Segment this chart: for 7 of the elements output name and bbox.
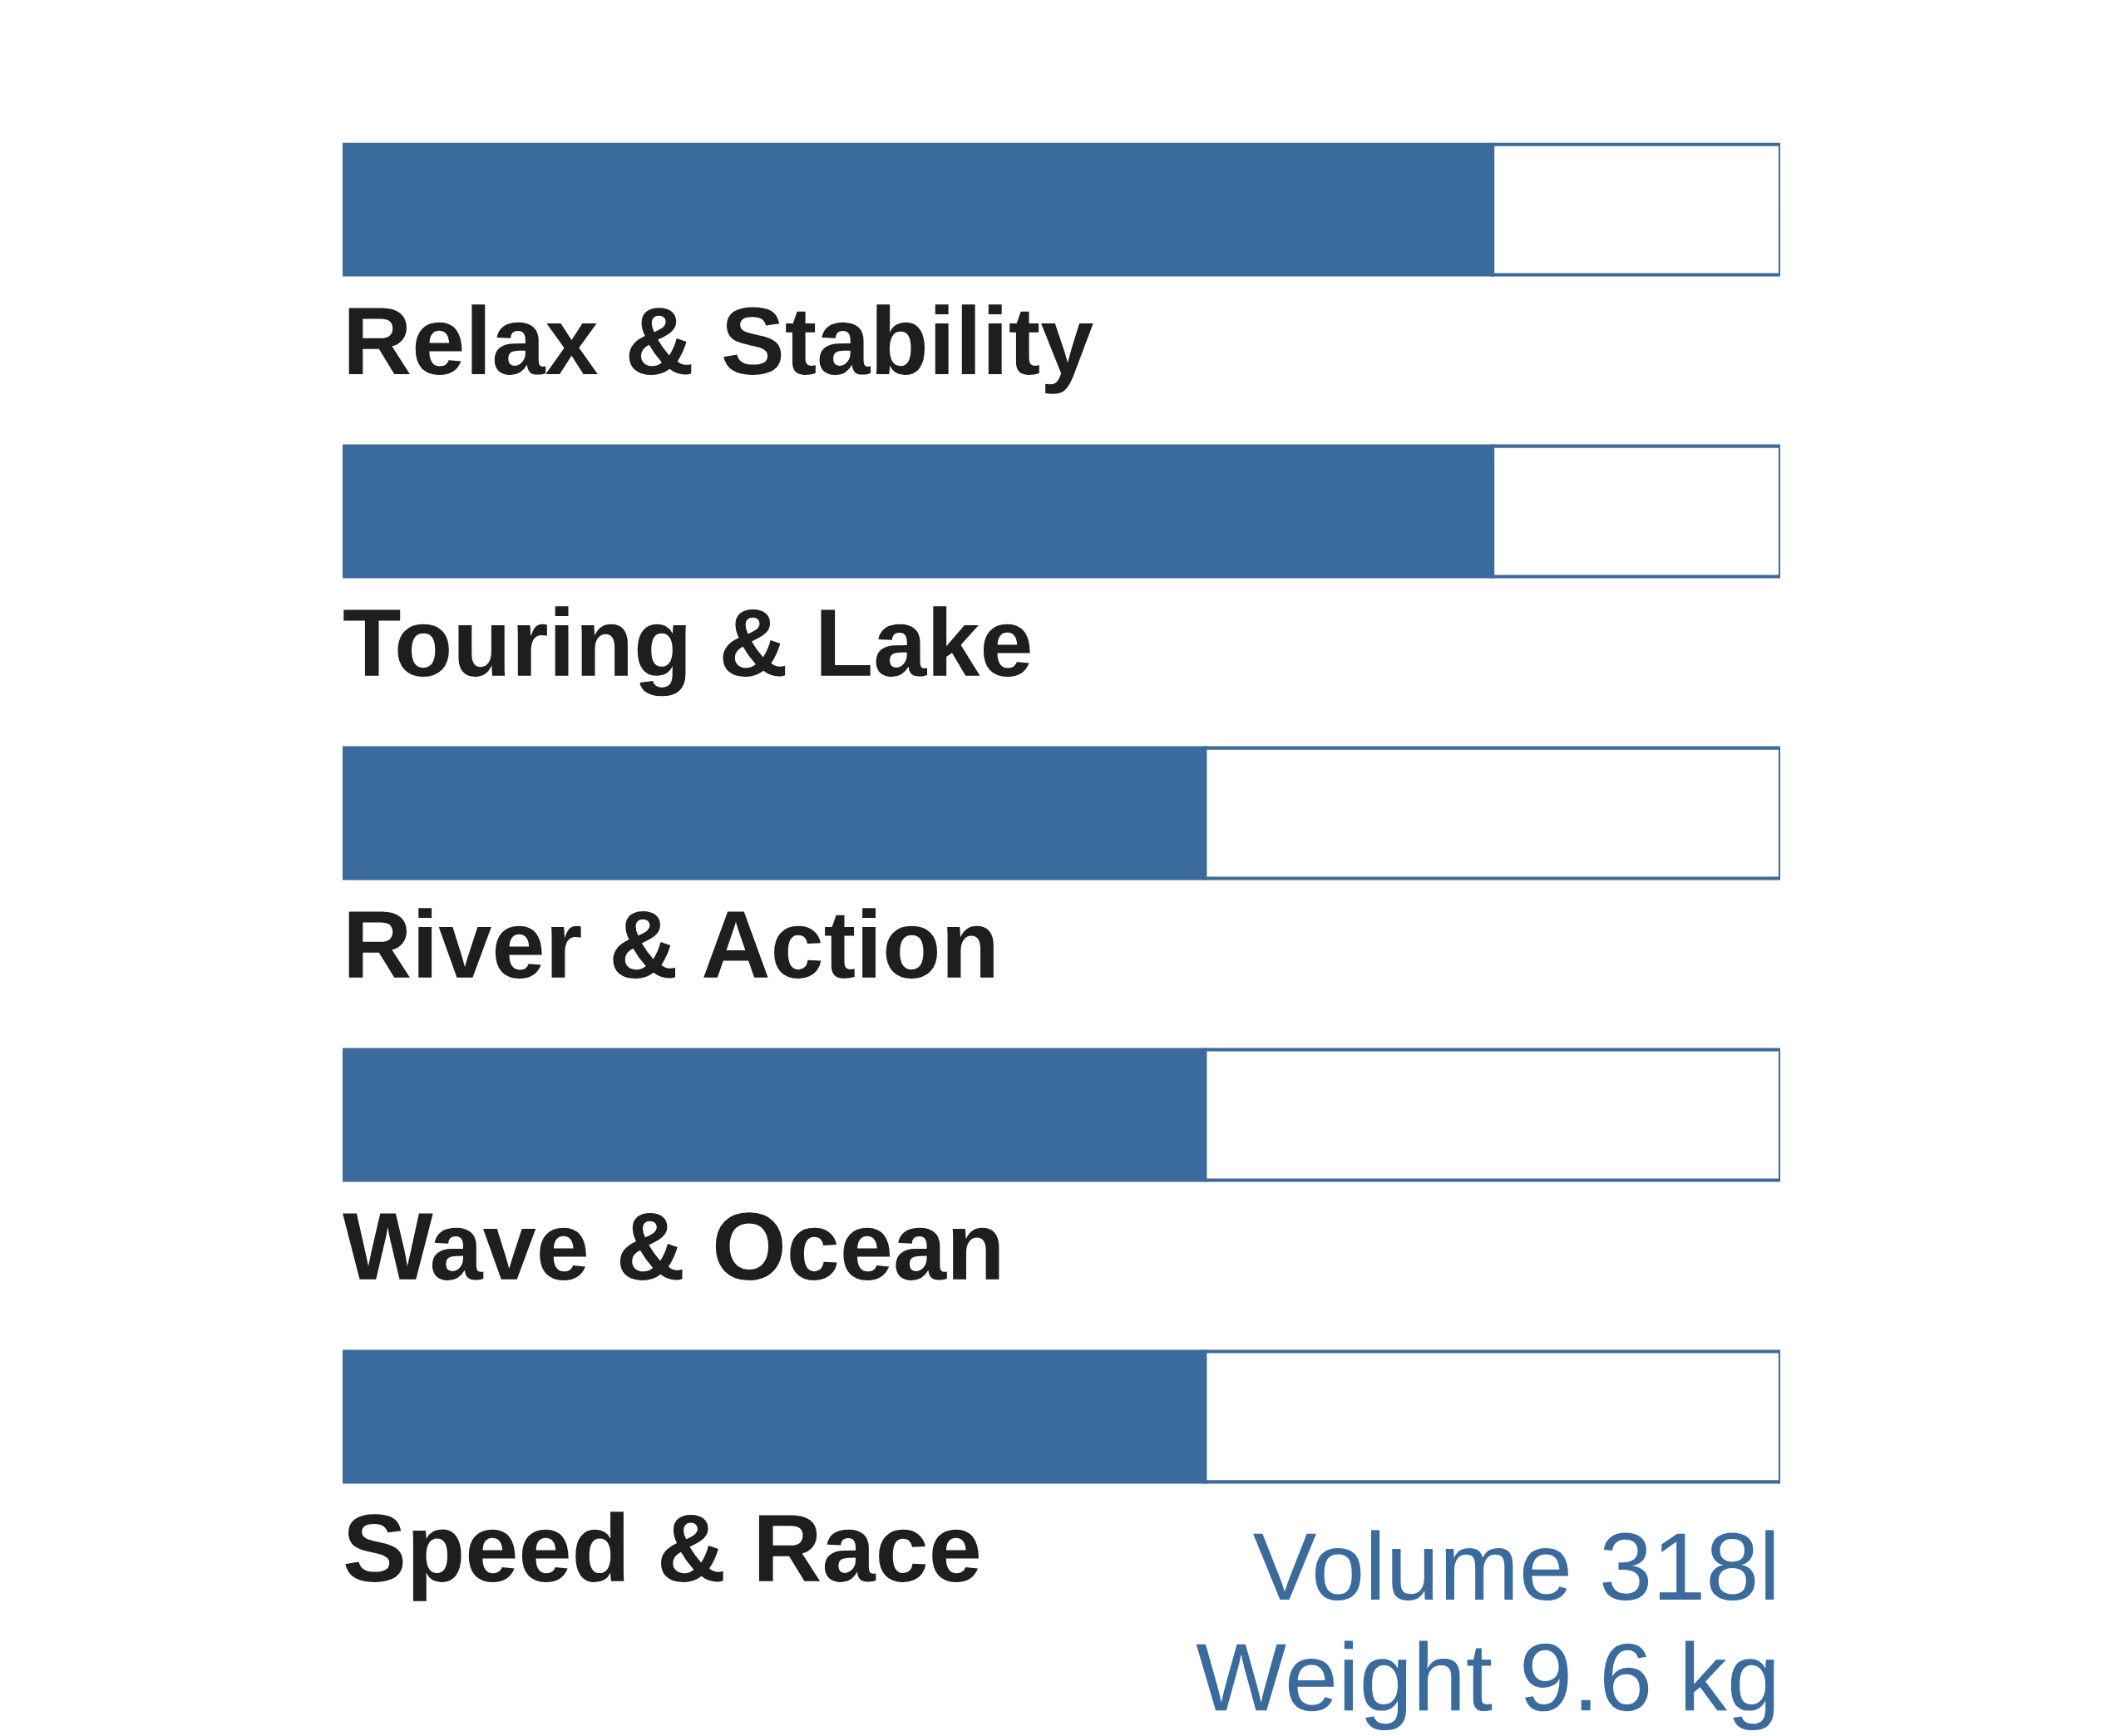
y-tick-label: Wave & Ocean [343,1212,999,1280]
y-tick-label: Speed & Race [345,1512,979,1601]
annotation: Weight 9.6 kg [1196,1640,1774,1731]
y-tick-label: Touring & Lake [343,606,1030,697]
y-tick-label: River & Action [348,908,994,979]
y-tick-label: Relax & Stability [348,304,1093,394]
annotation: Volume 318l [1253,1530,1774,1601]
